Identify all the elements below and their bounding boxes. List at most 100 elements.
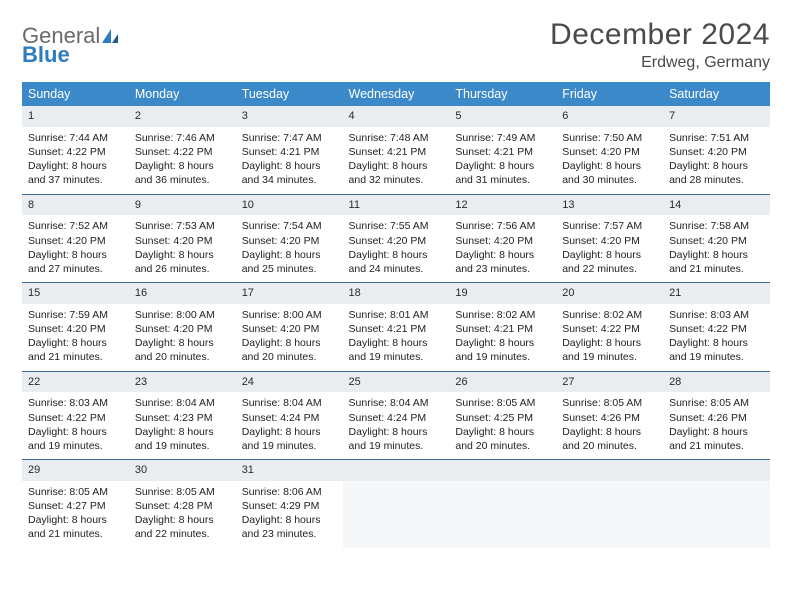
day-sunrise: Sunrise: 7:54 AM xyxy=(242,219,337,233)
day-sunrise: Sunrise: 8:05 AM xyxy=(562,396,657,410)
calendar-day-cell: 7Sunrise: 7:51 AMSunset: 4:20 PMDaylight… xyxy=(663,106,770,194)
day-sunset: Sunset: 4:20 PM xyxy=(242,234,337,248)
day-sunrise: Sunrise: 8:05 AM xyxy=(135,485,230,499)
day-number: 13 xyxy=(556,195,663,216)
day-sunrise: Sunrise: 7:47 AM xyxy=(242,131,337,145)
calendar-day-cell: 12Sunrise: 7:56 AMSunset: 4:20 PMDayligh… xyxy=(449,194,556,283)
calendar-day-cell: 17Sunrise: 8:00 AMSunset: 4:20 PMDayligh… xyxy=(236,283,343,372)
calendar-day-cell xyxy=(663,460,770,548)
calendar-day-cell: 4Sunrise: 7:48 AMSunset: 4:21 PMDaylight… xyxy=(343,106,450,194)
day-body: Sunrise: 8:05 AMSunset: 4:25 PMDaylight:… xyxy=(449,392,556,459)
day-daylight: Daylight: 8 hours and 26 minutes. xyxy=(135,248,230,276)
day-number: 26 xyxy=(449,372,556,393)
day-body: Sunrise: 7:53 AMSunset: 4:20 PMDaylight:… xyxy=(129,215,236,282)
day-sunset: Sunset: 4:26 PM xyxy=(562,411,657,425)
day-sunrise: Sunrise: 8:02 AM xyxy=(455,308,550,322)
day-number: 24 xyxy=(236,372,343,393)
day-sunset: Sunset: 4:22 PM xyxy=(135,145,230,159)
calendar-day-cell: 29Sunrise: 8:05 AMSunset: 4:27 PMDayligh… xyxy=(22,460,129,548)
day-sunset: Sunset: 4:21 PM xyxy=(455,322,550,336)
day-sunrise: Sunrise: 7:53 AM xyxy=(135,219,230,233)
page-title: December 2024 xyxy=(550,18,770,52)
day-sunset: Sunset: 4:29 PM xyxy=(242,499,337,513)
day-sunset: Sunset: 4:24 PM xyxy=(349,411,444,425)
calendar-day-cell: 27Sunrise: 8:05 AMSunset: 4:26 PMDayligh… xyxy=(556,371,663,460)
day-sunset: Sunset: 4:20 PM xyxy=(562,234,657,248)
day-number: 5 xyxy=(449,106,556,127)
day-sunset: Sunset: 4:22 PM xyxy=(28,145,123,159)
calendar-day-cell: 31Sunrise: 8:06 AMSunset: 4:29 PMDayligh… xyxy=(236,460,343,548)
day-body: Sunrise: 7:49 AMSunset: 4:21 PMDaylight:… xyxy=(449,127,556,194)
day-body: Sunrise: 7:55 AMSunset: 4:20 PMDaylight:… xyxy=(343,215,450,282)
day-daylight: Daylight: 8 hours and 21 minutes. xyxy=(28,336,123,364)
day-body: Sunrise: 7:52 AMSunset: 4:20 PMDaylight:… xyxy=(22,215,129,282)
logo-sail-icon xyxy=(101,28,119,44)
day-body: Sunrise: 8:04 AMSunset: 4:23 PMDaylight:… xyxy=(129,392,236,459)
location-label: Erdweg, Germany xyxy=(550,54,770,72)
day-number: 20 xyxy=(556,283,663,304)
calendar-day-cell: 21Sunrise: 8:03 AMSunset: 4:22 PMDayligh… xyxy=(663,283,770,372)
calendar-day-cell: 5Sunrise: 7:49 AMSunset: 4:21 PMDaylight… xyxy=(449,106,556,194)
calendar-day-cell: 26Sunrise: 8:05 AMSunset: 4:25 PMDayligh… xyxy=(449,371,556,460)
day-sunrise: Sunrise: 8:04 AM xyxy=(242,396,337,410)
day-body: Sunrise: 7:58 AMSunset: 4:20 PMDaylight:… xyxy=(663,215,770,282)
day-body: Sunrise: 7:59 AMSunset: 4:20 PMDaylight:… xyxy=(22,304,129,371)
day-sunrise: Sunrise: 7:56 AM xyxy=(455,219,550,233)
calendar-day-cell: 8Sunrise: 7:52 AMSunset: 4:20 PMDaylight… xyxy=(22,194,129,283)
day-number: 6 xyxy=(556,106,663,127)
day-number: 31 xyxy=(236,460,343,481)
day-body: Sunrise: 8:05 AMSunset: 4:27 PMDaylight:… xyxy=(22,481,129,548)
day-body: Sunrise: 8:01 AMSunset: 4:21 PMDaylight:… xyxy=(343,304,450,371)
day-sunrise: Sunrise: 7:50 AM xyxy=(562,131,657,145)
day-body: Sunrise: 8:02 AMSunset: 4:21 PMDaylight:… xyxy=(449,304,556,371)
day-sunrise: Sunrise: 8:01 AM xyxy=(349,308,444,322)
day-daylight: Daylight: 8 hours and 37 minutes. xyxy=(28,159,123,187)
weekday-heading: Thursday xyxy=(449,82,556,106)
calendar-day-cell: 18Sunrise: 8:01 AMSunset: 4:21 PMDayligh… xyxy=(343,283,450,372)
day-daylight: Daylight: 8 hours and 19 minutes. xyxy=(669,336,764,364)
day-body: Sunrise: 8:05 AMSunset: 4:26 PMDaylight:… xyxy=(556,392,663,459)
day-sunset: Sunset: 4:21 PM xyxy=(242,145,337,159)
calendar-day-cell: 9Sunrise: 7:53 AMSunset: 4:20 PMDaylight… xyxy=(129,194,236,283)
day-body: Sunrise: 7:51 AMSunset: 4:20 PMDaylight:… xyxy=(663,127,770,194)
day-sunrise: Sunrise: 7:55 AM xyxy=(349,219,444,233)
calendar-day-cell: 30Sunrise: 8:05 AMSunset: 4:28 PMDayligh… xyxy=(129,460,236,548)
day-number: 1 xyxy=(22,106,129,127)
day-sunset: Sunset: 4:20 PM xyxy=(455,234,550,248)
day-sunrise: Sunrise: 8:05 AM xyxy=(455,396,550,410)
day-sunset: Sunset: 4:20 PM xyxy=(135,322,230,336)
day-body: Sunrise: 7:56 AMSunset: 4:20 PMDaylight:… xyxy=(449,215,556,282)
calendar-week-row: 29Sunrise: 8:05 AMSunset: 4:27 PMDayligh… xyxy=(22,460,770,548)
day-sunrise: Sunrise: 8:05 AM xyxy=(28,485,123,499)
day-sunset: Sunset: 4:21 PM xyxy=(349,322,444,336)
calendar-day-cell: 2Sunrise: 7:46 AMSunset: 4:22 PMDaylight… xyxy=(129,106,236,194)
day-daylight: Daylight: 8 hours and 28 minutes. xyxy=(669,159,764,187)
day-sunrise: Sunrise: 8:04 AM xyxy=(135,396,230,410)
day-sunrise: Sunrise: 8:05 AM xyxy=(669,396,764,410)
day-body: Sunrise: 7:54 AMSunset: 4:20 PMDaylight:… xyxy=(236,215,343,282)
day-daylight: Daylight: 8 hours and 19 minutes. xyxy=(562,336,657,364)
day-sunset: Sunset: 4:20 PM xyxy=(135,234,230,248)
calendar-week-row: 1Sunrise: 7:44 AMSunset: 4:22 PMDaylight… xyxy=(22,106,770,194)
day-number: 7 xyxy=(663,106,770,127)
day-sunrise: Sunrise: 8:03 AM xyxy=(669,308,764,322)
day-sunset: Sunset: 4:21 PM xyxy=(455,145,550,159)
calendar-body: 1Sunrise: 7:44 AMSunset: 4:22 PMDaylight… xyxy=(22,106,770,548)
day-number: 11 xyxy=(343,195,450,216)
day-sunrise: Sunrise: 8:06 AM xyxy=(242,485,337,499)
day-number: 14 xyxy=(663,195,770,216)
day-sunrise: Sunrise: 7:49 AM xyxy=(455,131,550,145)
day-body: Sunrise: 7:47 AMSunset: 4:21 PMDaylight:… xyxy=(236,127,343,194)
weekday-heading: Sunday xyxy=(22,82,129,106)
day-daylight: Daylight: 8 hours and 20 minutes. xyxy=(562,425,657,453)
day-sunset: Sunset: 4:20 PM xyxy=(28,322,123,336)
calendar-day-cell: 24Sunrise: 8:04 AMSunset: 4:24 PMDayligh… xyxy=(236,371,343,460)
day-number: 28 xyxy=(663,372,770,393)
day-number: 10 xyxy=(236,195,343,216)
day-body: Sunrise: 7:46 AMSunset: 4:22 PMDaylight:… xyxy=(129,127,236,194)
day-body: Sunrise: 8:02 AMSunset: 4:22 PMDaylight:… xyxy=(556,304,663,371)
calendar-header-row: Sunday Monday Tuesday Wednesday Thursday… xyxy=(22,82,770,106)
day-body: Sunrise: 8:05 AMSunset: 4:26 PMDaylight:… xyxy=(663,392,770,459)
day-number xyxy=(663,460,770,481)
day-daylight: Daylight: 8 hours and 31 minutes. xyxy=(455,159,550,187)
